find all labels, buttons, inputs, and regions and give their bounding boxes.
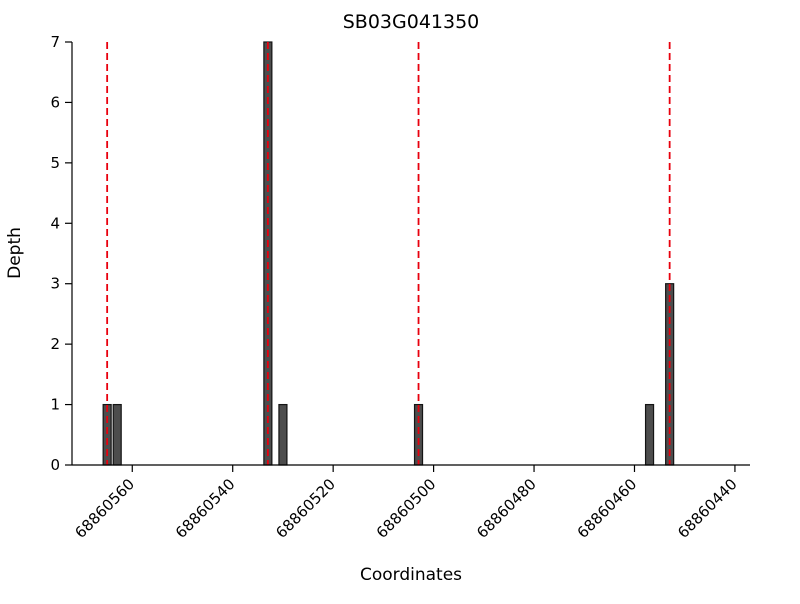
x-tick-label: 68860560 [71,475,138,542]
x-tick-label: 68860500 [373,475,440,542]
x-tick-label: 68860460 [574,475,641,542]
y-tick-label: 5 [50,154,60,172]
y-tick-label: 1 [50,396,60,414]
x-tick-label: 68860440 [674,475,741,542]
chart-title: SB03G041350 [343,11,480,33]
y-tick-label: 2 [50,335,60,353]
x-axis-group: 68860560 68860540 68860520 68860500 68860480… [71,464,750,542]
y-tick-label: 3 [50,275,60,293]
y-tick-label: 4 [50,214,60,232]
depth-bar [112,403,122,466]
y-axis-label: Depth [5,227,25,279]
marker-lines-group [106,42,671,465]
y-tick-label: 0 [50,456,60,474]
y-tick-label: 6 [50,93,60,111]
x-tick-label: 68860520 [272,475,339,542]
bars-group [102,41,675,466]
depth-bar [278,403,288,466]
y-tick-label: 7 [50,33,60,51]
x-tick-label: 68860540 [172,475,239,542]
depth-bar [644,403,655,466]
y-axis-group: 0 1 2 3 4 5 6 7 [50,33,73,474]
x-tick-label: 68860480 [473,475,540,542]
x-axis-label: Coordinates [360,565,462,585]
